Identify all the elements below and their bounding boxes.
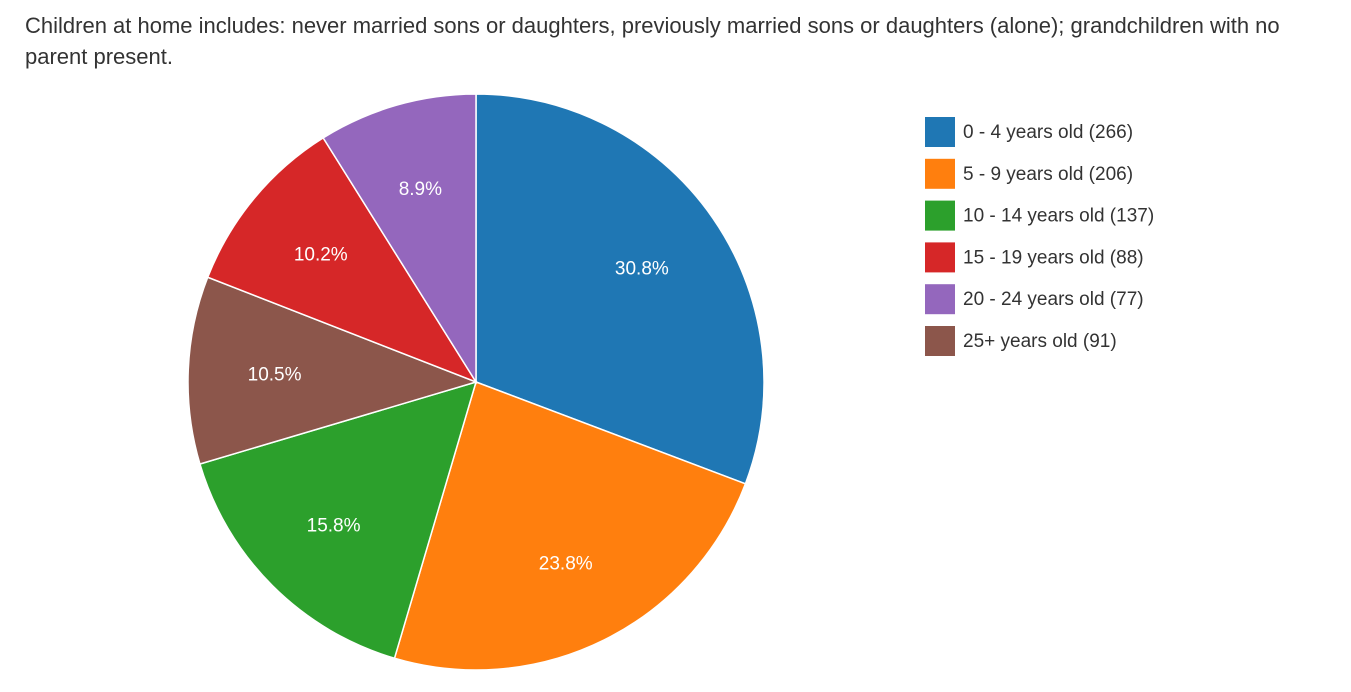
pie-slice-3 (206, 136, 478, 384)
pie-slice-label-2: 15.8% (307, 516, 361, 537)
legend-swatch-2 (925, 200, 955, 231)
pie-percent-labels: 30.8% 23.8% 15.8% 10.5% 10.2% 8.9% (248, 179, 669, 574)
legend: 0 - 4 years old (266) 5 - 9 years old (20… (925, 117, 1154, 356)
pie-slice-2 (198, 380, 478, 660)
legend-label-4: 20 - 24 years old (77) (963, 289, 1144, 310)
legend-label-0: 0 - 4 years old (266) (963, 122, 1133, 143)
pie-slice-label-5: 10.5% (248, 365, 302, 386)
legend-swatch-0 (925, 117, 955, 147)
legend-swatch-5 (925, 326, 955, 356)
legend-label-5: 25+ years old (91) (963, 331, 1117, 352)
pie-slice-0 (475, 93, 765, 485)
pie-slice-label-4: 8.9% (399, 179, 442, 200)
pie-slice-label-0: 30.8% (615, 258, 669, 279)
legend-label-2: 10 - 14 years old (137) (963, 206, 1154, 227)
legend-label-1: 5 - 9 years old (206) (963, 164, 1133, 185)
pie-slices (187, 93, 765, 671)
pie-slice-1 (393, 381, 747, 671)
legend-swatch-1 (925, 158, 955, 189)
legend-swatch-3 (925, 242, 955, 273)
chart-note: Children at home includes: never married… (25, 13, 1280, 69)
pie-slice-4 (322, 93, 477, 385)
pie-slice-5 (187, 276, 479, 465)
pie-slice-label-3: 10.2% (294, 244, 348, 265)
pie-slice-label-1: 23.8% (539, 554, 593, 575)
legend-label-3: 15 - 19 years old (88) (963, 247, 1144, 268)
legend-swatch-4 (925, 284, 955, 315)
